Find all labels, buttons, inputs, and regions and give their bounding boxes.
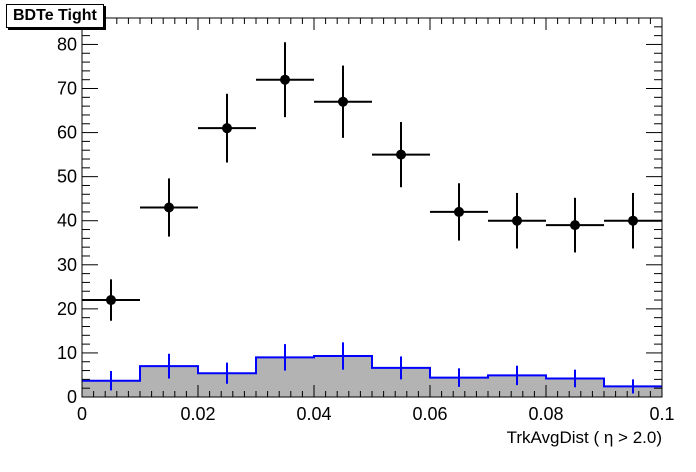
y-tick-label: 80 xyxy=(57,34,77,54)
y-tick-label: 40 xyxy=(57,211,77,231)
x-tick-label: 0.02 xyxy=(180,404,215,424)
data-point xyxy=(164,202,174,213)
x-tick-label: 0.06 xyxy=(412,404,447,424)
data-point xyxy=(222,123,232,134)
data-point xyxy=(570,220,580,231)
data-point xyxy=(396,149,406,160)
data-point xyxy=(454,206,464,217)
data-point xyxy=(280,74,290,85)
data-point xyxy=(512,215,522,226)
mc-fill xyxy=(82,356,662,397)
data-point xyxy=(628,215,638,226)
y-tick-label: 20 xyxy=(57,299,77,319)
y-tick-label: 60 xyxy=(57,123,77,143)
chart-title: BDTe Tight xyxy=(6,4,104,28)
x-tick-label: 0.08 xyxy=(528,404,563,424)
y-tick-label: 30 xyxy=(57,255,77,275)
x-tick-label: 0.1 xyxy=(649,404,674,424)
data-point xyxy=(106,295,116,306)
y-tick-label: 0 xyxy=(67,387,77,407)
x-tick-label: 0.04 xyxy=(296,404,331,424)
y-tick-label: 70 xyxy=(57,79,77,99)
data-point xyxy=(338,96,348,107)
x-axis-title: TrkAvgDist ( η > 2.0) xyxy=(507,428,662,447)
mc-step-line xyxy=(82,355,662,388)
y-tick-label: 50 xyxy=(57,167,77,187)
x-tick-label: 0 xyxy=(77,404,87,424)
y-tick-label: 10 xyxy=(57,343,77,363)
